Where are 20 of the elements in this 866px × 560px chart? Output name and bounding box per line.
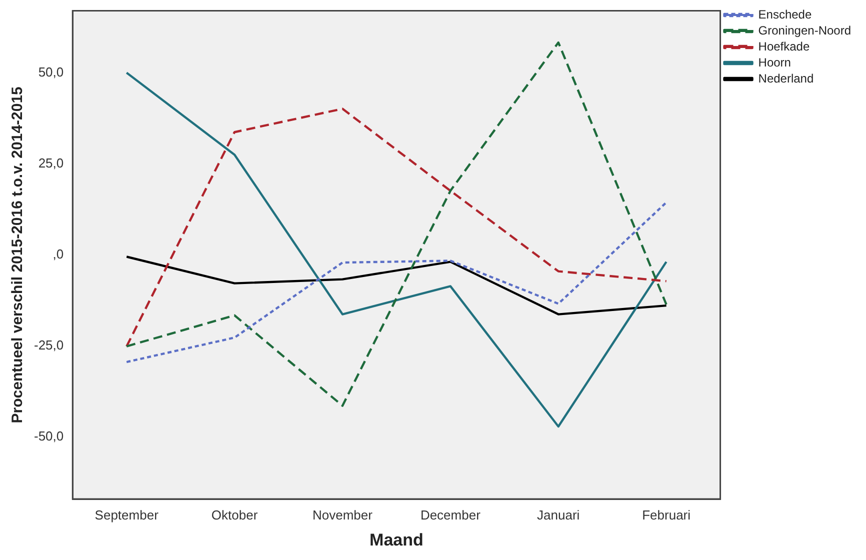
y-tick-label: 25,0	[38, 155, 64, 170]
legend-label: Hoefkade	[758, 39, 810, 54]
legend-label: Groningen-Noord	[758, 23, 851, 38]
y-tick-label: -50,0	[34, 428, 64, 444]
legend-label: Hoorn	[758, 55, 791, 70]
legend-label: Nederland	[758, 71, 814, 86]
y-tick-label: -25,0	[34, 338, 64, 353]
x-tick-label: December	[420, 507, 482, 522]
y-tick-label: 50,0	[38, 64, 64, 80]
y-axis-title: Procentueel verschil 2015-2016 t.o.v. 2014-2015	[9, 86, 26, 424]
line-series	[126, 108, 668, 348]
x-tick-label: Oktober	[211, 507, 258, 522]
x-axis-title: Maand	[370, 530, 424, 550]
legend-label: Enschede	[758, 7, 812, 22]
y-tick-label: ,0	[52, 246, 64, 262]
x-tick-label: Januari	[537, 507, 580, 522]
x-tick-label: September	[94, 507, 160, 522]
line-series	[126, 201, 668, 364]
x-tick-label: November	[312, 507, 374, 522]
x-tick-label: Februari	[642, 507, 691, 522]
